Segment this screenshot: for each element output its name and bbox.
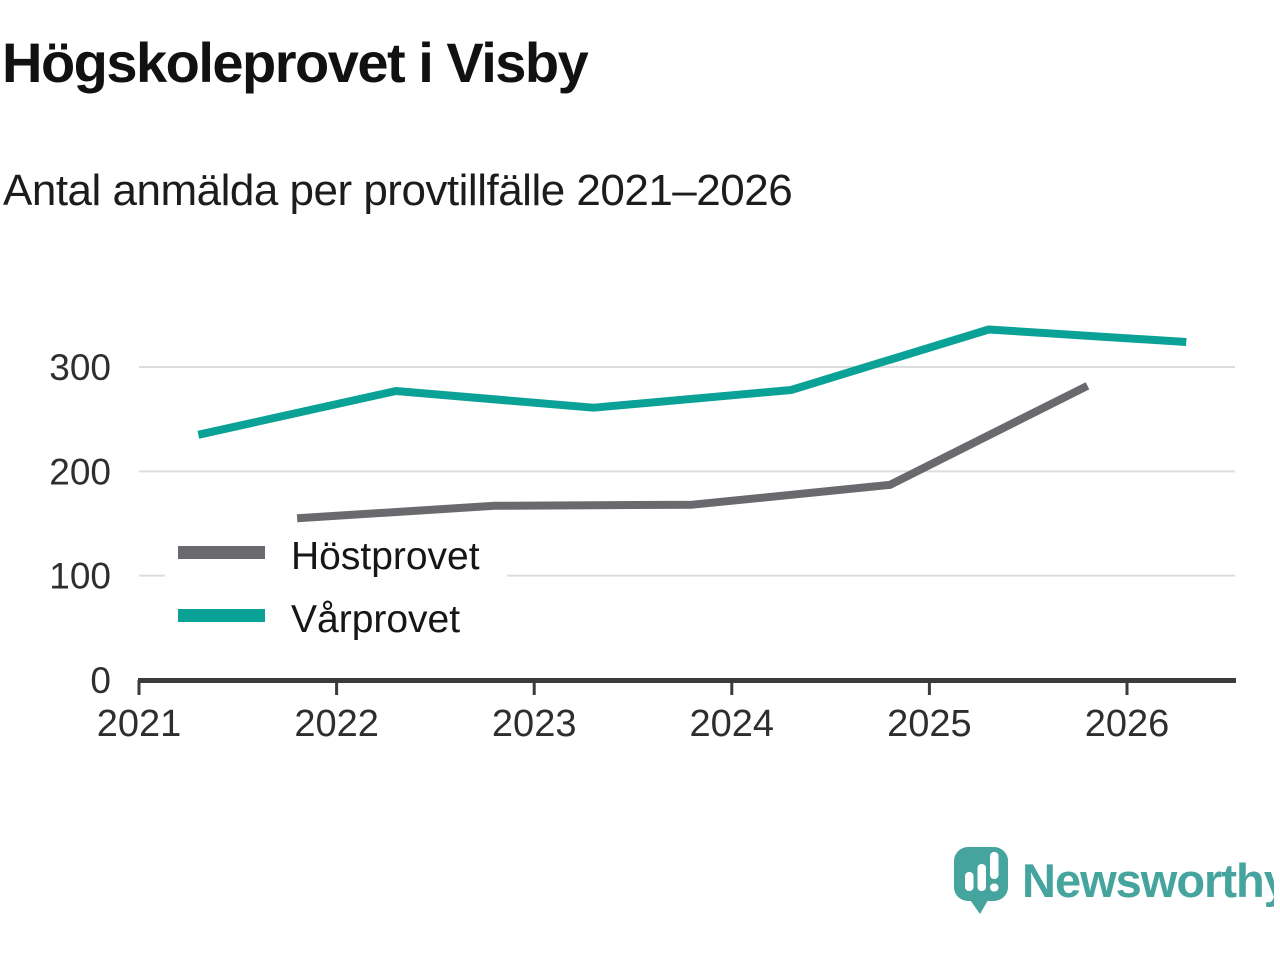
legend-label-vårprovet: Vårprovet	[291, 598, 460, 641]
x-tick-label-2021: 2021	[97, 703, 182, 745]
x-axis-tick-2025	[927, 680, 931, 695]
y-tick-label-200: 200	[49, 451, 111, 492]
x-axis-tick-2022	[335, 680, 339, 695]
x-tick-label-2025: 2025	[887, 703, 972, 745]
brand-footer: Newsworthy	[944, 835, 1280, 930]
brand-wordmark: Newsworthy	[1022, 854, 1274, 907]
x-axis-line	[138, 678, 1236, 683]
legend-label-höstprovet: Höstprovet	[291, 535, 480, 578]
logo-bar-2	[977, 864, 986, 891]
chart-svg: Höstprovet Vårprovet 2021 2022 2023 2024 2025 2…	[49, 325, 1236, 745]
x-axis-tick-2024	[730, 680, 734, 695]
x-axis-tick-2026	[1125, 680, 1129, 695]
series-line-höstprovet	[296, 382, 1090, 523]
chart-title: Högskoleprovet i Visby	[2, 31, 589, 94]
chart-subtitle: Antal anmälda per provtillfälle 2021–202…	[3, 166, 793, 215]
y-tick-label-100: 100	[49, 556, 111, 597]
logo-bar-1	[965, 872, 974, 891]
x-tick-label-2022: 2022	[294, 703, 379, 745]
x-tick-label-2023: 2023	[492, 703, 577, 745]
y-tick-label-300: 300	[49, 347, 111, 388]
y-tick-label-0: 0	[90, 660, 111, 701]
x-tick-label-2024: 2024	[690, 703, 775, 745]
logo-exclamation-dot	[990, 883, 999, 892]
speech-bubble-bar-chart-icon	[954, 847, 1008, 914]
legend-swatch-höstprovet	[178, 546, 265, 559]
x-axis-tick-2023	[532, 680, 536, 695]
brand-logo: Newsworthy	[954, 847, 1280, 914]
logo-bubble-tail	[968, 895, 991, 914]
legend-swatch-vårprovet	[178, 609, 265, 622]
x-tick-label-2026: 2026	[1085, 703, 1170, 745]
x-axis-tick-2021	[137, 680, 141, 695]
series-line-vårprovet	[197, 325, 1187, 439]
logo-exclamation-bar	[990, 852, 999, 879]
